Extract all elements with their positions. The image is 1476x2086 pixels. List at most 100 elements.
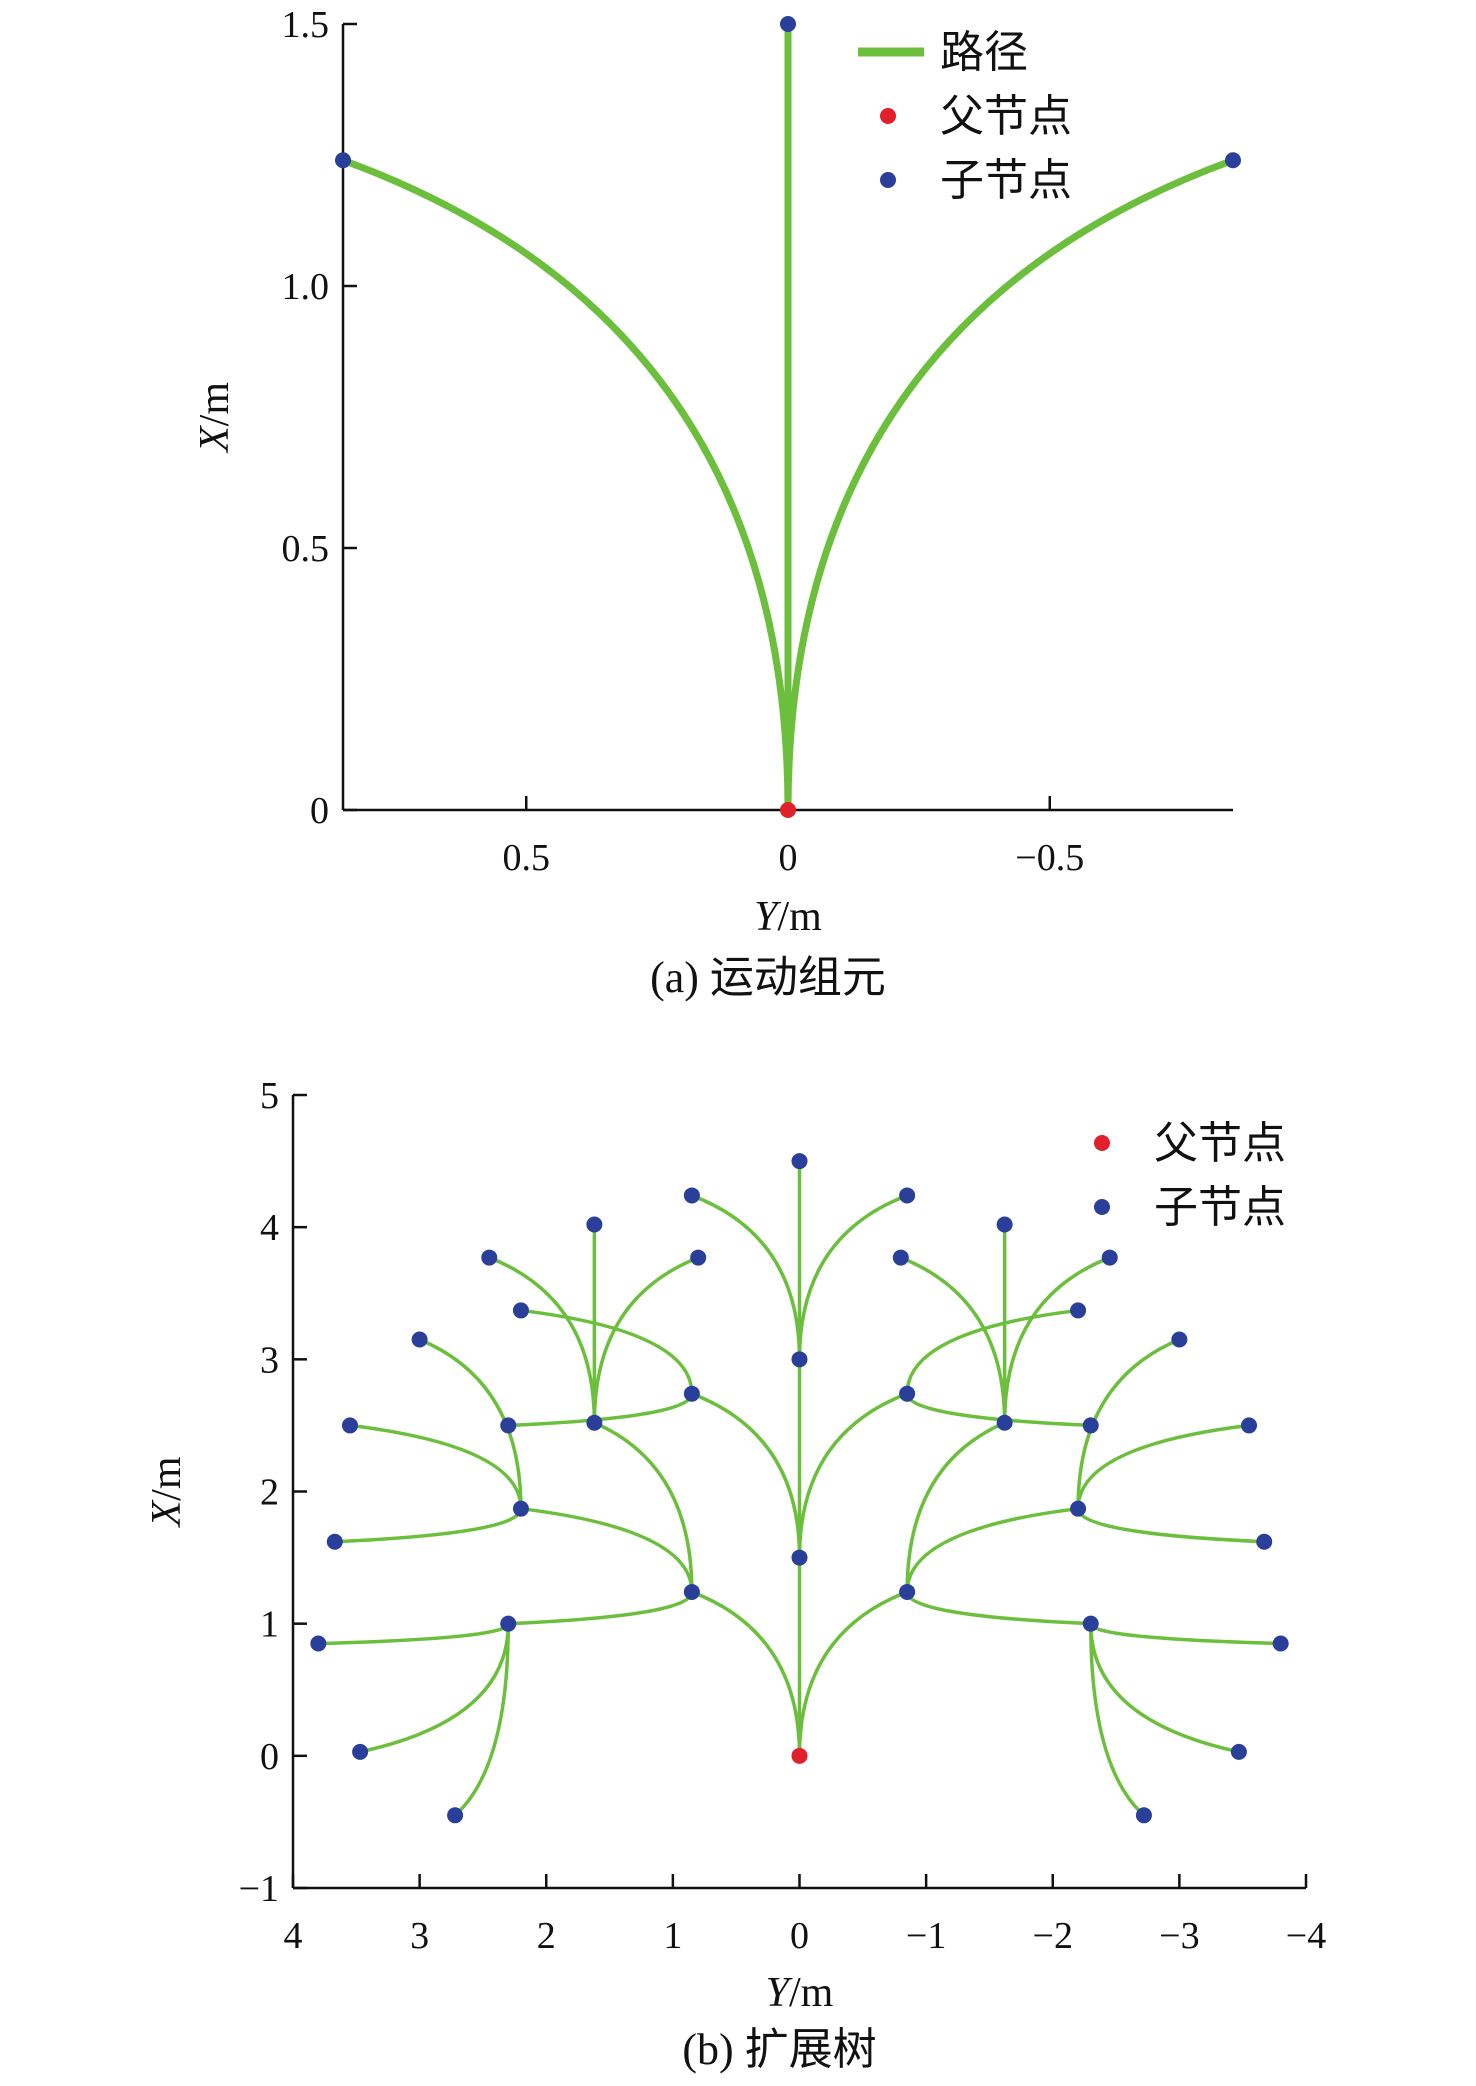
tree-path bbox=[339, 156, 792, 814]
legend-label: 父节点 bbox=[1154, 1118, 1286, 1169]
y-axis-label-var: X bbox=[192, 424, 238, 454]
child-node-point bbox=[892, 1249, 909, 1266]
child-node-point bbox=[899, 1187, 916, 1204]
x-tick-label: −4 bbox=[1286, 1915, 1326, 1957]
tree-path bbox=[453, 1621, 511, 1818]
tree-path bbox=[417, 1337, 523, 1511]
y-axis-label-unit: /m bbox=[192, 382, 238, 427]
child-node-point bbox=[1101, 1249, 1118, 1266]
y-tick-label: 0.5 bbox=[282, 528, 330, 570]
tree-path bbox=[1076, 1337, 1182, 1511]
tree-path bbox=[1088, 1621, 1283, 1646]
tree-path bbox=[690, 1391, 802, 1560]
child-node-point bbox=[352, 1743, 369, 1760]
child-node-point bbox=[996, 1216, 1013, 1233]
child-node-point bbox=[1241, 1417, 1258, 1434]
child-node-point bbox=[1070, 1500, 1087, 1517]
child-node-point bbox=[500, 1615, 517, 1632]
x-axis-label-unit: /m bbox=[778, 894, 823, 940]
child-node-point bbox=[1070, 1302, 1087, 1319]
tree-path bbox=[690, 1193, 802, 1362]
tree-path bbox=[905, 1308, 1080, 1396]
x-tick-label: 2 bbox=[537, 1915, 556, 1957]
tree-path bbox=[358, 1621, 511, 1754]
y-tick-label: 0 bbox=[260, 1736, 279, 1778]
tree-path bbox=[592, 1255, 700, 1425]
child-node-point bbox=[335, 152, 351, 169]
y-tick-label: 3 bbox=[260, 1339, 279, 1381]
figure-caption: (b) 扩展树 bbox=[682, 2025, 876, 2074]
legend-swatch-dot bbox=[1094, 1199, 1110, 1215]
legend-label: 子节点 bbox=[1154, 1182, 1286, 1233]
tree-path bbox=[905, 1590, 1093, 1626]
x-tick-label: 3 bbox=[410, 1915, 429, 1957]
y-tick-label: 5 bbox=[260, 1075, 279, 1117]
x-tick-label: −1 bbox=[906, 1915, 946, 1957]
y-tick-label: −1 bbox=[239, 1868, 279, 1910]
tree-path bbox=[348, 1423, 523, 1511]
legend-label: 父节点 bbox=[940, 91, 1072, 142]
x-tick-label: 0.5 bbox=[502, 837, 550, 879]
legend-swatch-dot bbox=[880, 108, 896, 124]
x-tick-label: −2 bbox=[1033, 1915, 1073, 1957]
child-node-point bbox=[1272, 1635, 1289, 1652]
child-node-point bbox=[1082, 1615, 1099, 1632]
legend-swatch-dot bbox=[1094, 1135, 1110, 1151]
child-node-point bbox=[791, 1153, 808, 1170]
child-node-point bbox=[683, 1385, 700, 1402]
child-node-point bbox=[447, 1807, 464, 1824]
x-axis-label-var: Y bbox=[754, 894, 782, 940]
tree-path bbox=[506, 1590, 694, 1626]
tree-path bbox=[333, 1506, 523, 1544]
y-tick-label: 1.0 bbox=[282, 266, 330, 308]
y-axis-label-var: X bbox=[144, 1499, 190, 1529]
child-node-point bbox=[690, 1249, 707, 1266]
child-node-point bbox=[326, 1533, 343, 1550]
y-tick-label: 1 bbox=[260, 1604, 279, 1646]
child-node-point bbox=[411, 1331, 428, 1348]
x-axis-label: Y/m bbox=[754, 894, 822, 940]
legend-swatch-dot bbox=[880, 172, 896, 188]
child-node-point bbox=[996, 1414, 1013, 1431]
x-axis-label: Y/m bbox=[766, 1970, 834, 2016]
tree-path bbox=[905, 1506, 1080, 1594]
child-node-point bbox=[791, 1549, 808, 1566]
parent-node-point bbox=[791, 1747, 808, 1764]
tree-path bbox=[1076, 1423, 1251, 1511]
y-tick-label: 0 bbox=[310, 790, 329, 832]
child-node-point bbox=[512, 1500, 529, 1517]
child-node-point bbox=[586, 1216, 603, 1233]
y-axis-label-unit: /m bbox=[144, 1456, 190, 1501]
tree-path bbox=[784, 156, 1237, 814]
child-node-point bbox=[1256, 1533, 1273, 1550]
y-tick-label: 4 bbox=[260, 1207, 279, 1249]
child-node-point bbox=[1225, 152, 1241, 169]
tree-path bbox=[592, 1421, 694, 1594]
tree-path bbox=[316, 1621, 511, 1646]
child-node-point bbox=[791, 1351, 808, 1368]
child-node-point bbox=[1171, 1331, 1188, 1348]
tree-path bbox=[1076, 1506, 1266, 1544]
child-node-point bbox=[1135, 1807, 1152, 1824]
x-tick-label: −3 bbox=[1159, 1915, 1199, 1957]
tree-path bbox=[797, 1391, 909, 1560]
x-tick-label: 0 bbox=[779, 837, 798, 879]
figure-caption: (a) 运动组元 bbox=[650, 953, 886, 1002]
x-tick-label: −0.5 bbox=[1015, 837, 1084, 879]
child-node-point bbox=[683, 1583, 700, 1600]
child-node-point bbox=[586, 1414, 603, 1431]
child-node-point bbox=[683, 1187, 700, 1204]
child-node-point bbox=[899, 1385, 916, 1402]
x-tick-label: 0 bbox=[790, 1915, 809, 1957]
x-axis-label-var: Y bbox=[766, 1970, 794, 2016]
child-node-point bbox=[1082, 1417, 1099, 1434]
y-axis-label: X/m bbox=[192, 382, 238, 454]
tree-path bbox=[1002, 1255, 1112, 1425]
legend-label: 路径 bbox=[940, 27, 1028, 78]
tree-path bbox=[519, 1506, 694, 1594]
tree-path bbox=[1088, 1621, 1146, 1818]
child-node-point bbox=[1230, 1743, 1247, 1760]
child-node-point bbox=[500, 1417, 517, 1434]
child-node-point bbox=[310, 1635, 327, 1652]
